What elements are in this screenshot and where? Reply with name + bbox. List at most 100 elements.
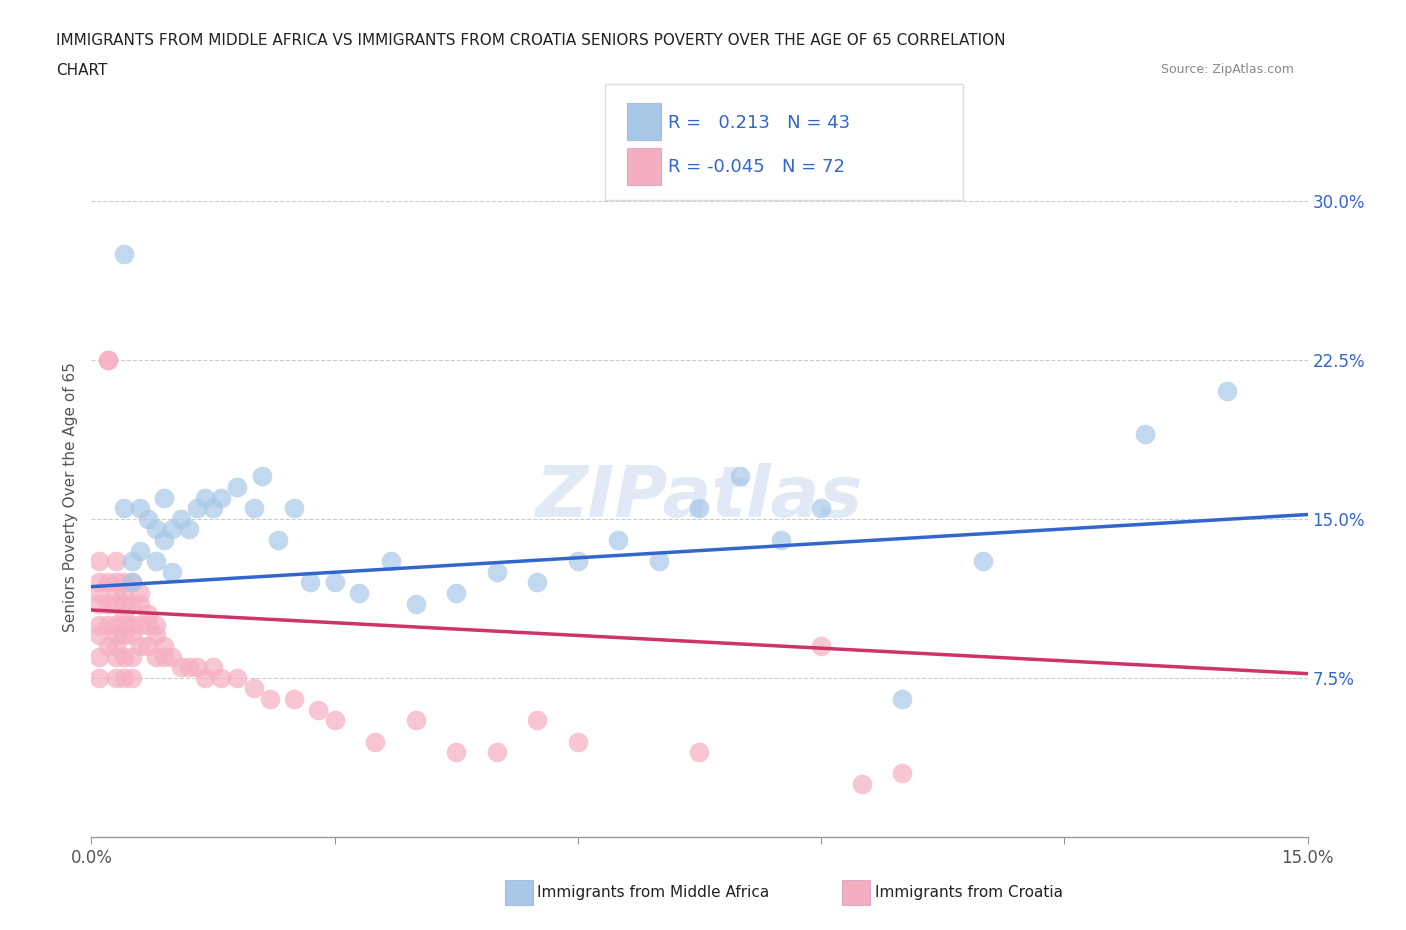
Point: [112, 586, 135, 601]
Point: [851, 777, 873, 791]
Point: [136, 618, 159, 632]
Point: [283, 692, 305, 707]
Point: [112, 671, 135, 685]
Point: [104, 596, 127, 611]
Point: [607, 533, 630, 548]
Point: [688, 500, 710, 515]
Point: [104, 639, 127, 654]
Point: [209, 671, 232, 685]
Point: [972, 553, 994, 568]
Point: [104, 618, 127, 632]
Point: [89, 628, 111, 643]
Point: [485, 745, 508, 760]
Point: [810, 500, 832, 515]
Point: [121, 649, 143, 664]
Point: [121, 596, 143, 611]
Point: [567, 553, 589, 568]
Text: Source: ZipAtlas.com: Source: ZipAtlas.com: [1160, 63, 1294, 76]
Point: [259, 692, 281, 707]
Point: [162, 649, 184, 664]
Point: [97, 575, 120, 590]
Point: [129, 618, 152, 632]
Point: [89, 618, 111, 632]
Point: [567, 734, 589, 749]
Point: [145, 628, 167, 643]
Point: [186, 660, 208, 675]
Point: [769, 533, 792, 548]
Point: [226, 671, 249, 685]
Text: CHART: CHART: [56, 63, 108, 78]
Point: [242, 681, 264, 696]
Point: [129, 639, 152, 654]
Point: [145, 522, 167, 537]
Point: [97, 639, 120, 654]
Point: [129, 596, 152, 611]
Point: [405, 713, 427, 728]
Point: [97, 352, 120, 367]
Text: Immigrants from Croatia: Immigrants from Croatia: [875, 885, 1063, 900]
Point: [136, 606, 159, 621]
Point: [112, 500, 135, 515]
Point: [153, 639, 176, 654]
Point: [202, 660, 225, 675]
Point: [364, 734, 387, 749]
Point: [380, 553, 402, 568]
Point: [526, 575, 548, 590]
Point: [194, 490, 217, 505]
Point: [121, 671, 143, 685]
Point: [112, 618, 135, 632]
Point: [89, 596, 111, 611]
Point: [1215, 384, 1237, 399]
Point: [242, 500, 264, 515]
Point: [299, 575, 322, 590]
Point: [104, 671, 127, 685]
Point: [267, 533, 290, 548]
Point: [153, 533, 176, 548]
Point: [526, 713, 548, 728]
Point: [121, 575, 143, 590]
Point: [89, 575, 111, 590]
Point: [104, 575, 127, 590]
Point: [444, 745, 467, 760]
Text: Immigrants from Middle Africa: Immigrants from Middle Africa: [537, 885, 769, 900]
Point: [97, 618, 120, 632]
Point: [283, 500, 305, 515]
Point: [112, 246, 135, 261]
Point: [89, 671, 111, 685]
Point: [104, 649, 127, 664]
Point: [177, 522, 200, 537]
Point: [129, 500, 152, 515]
Point: [136, 639, 159, 654]
Point: [226, 480, 249, 495]
Point: [112, 649, 135, 664]
Point: [688, 745, 710, 760]
Point: [186, 500, 208, 515]
Point: [323, 713, 346, 728]
Point: [162, 565, 184, 579]
Point: [104, 628, 127, 643]
Point: [323, 575, 346, 590]
Point: [169, 512, 191, 526]
Point: [129, 586, 152, 601]
Point: [485, 565, 508, 579]
Point: [121, 618, 143, 632]
Point: [112, 606, 135, 621]
Point: [112, 596, 135, 611]
Point: [136, 512, 159, 526]
Point: [405, 596, 427, 611]
Point: [121, 628, 143, 643]
Point: [162, 522, 184, 537]
Point: [810, 639, 832, 654]
Point: [145, 553, 167, 568]
Point: [112, 575, 135, 590]
Point: [121, 553, 143, 568]
Point: [891, 766, 914, 781]
Point: [153, 649, 176, 664]
Point: [104, 553, 127, 568]
Point: [153, 490, 176, 505]
Y-axis label: Seniors Poverty Over the Age of 65: Seniors Poverty Over the Age of 65: [62, 363, 77, 632]
Point: [444, 586, 467, 601]
Point: [129, 543, 152, 558]
Point: [97, 596, 120, 611]
Text: ZIPatlas: ZIPatlas: [536, 463, 863, 532]
